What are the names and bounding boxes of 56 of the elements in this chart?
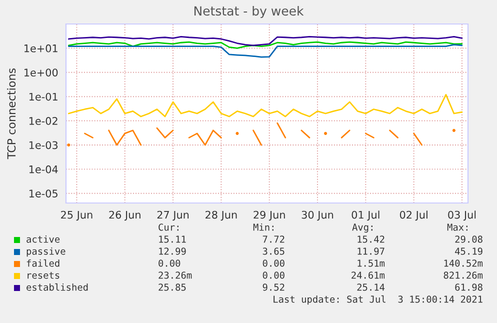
text: 9.52 bbox=[262, 284, 284, 291]
y-tick-label: 1e-01 bbox=[29, 92, 58, 101]
point bbox=[67, 143, 70, 147]
text: 0.00 bbox=[262, 260, 284, 267]
text: Avg: bbox=[352, 224, 372, 233]
point bbox=[452, 128, 456, 132]
point bbox=[236, 132, 239, 135]
legend-label: passive bbox=[26, 247, 66, 257]
chart-title: Netstat - by week bbox=[194, 6, 304, 18]
x-tick-label: 29 Jun bbox=[254, 210, 285, 221]
x-tick-label: 26 Jun bbox=[109, 210, 140, 221]
y-tick-label: 1e-03 bbox=[29, 141, 58, 150]
y-tick-label: 1e-05 bbox=[29, 190, 58, 198]
text: 23.26m bbox=[158, 272, 192, 279]
text: 0.00 bbox=[158, 260, 180, 267]
point bbox=[324, 132, 328, 135]
line-series bbox=[68, 44, 463, 58]
x-tick-label: 02 Jul bbox=[400, 210, 428, 221]
text: 1.51m bbox=[358, 260, 385, 267]
legend-label: active bbox=[26, 235, 60, 243]
y-tick-label: 1e+00 bbox=[24, 68, 58, 76]
y-tick-label: 1e-04 bbox=[29, 165, 58, 174]
line-series bbox=[68, 36, 463, 46]
x-tick-label: 01 Jul bbox=[352, 210, 380, 221]
text: 25.85 bbox=[158, 284, 186, 291]
text: 24.61m bbox=[352, 272, 385, 279]
line-series bbox=[68, 94, 463, 118]
legend-label: failed bbox=[26, 259, 60, 267]
x-tick-label: 27 Jun bbox=[157, 210, 189, 221]
legend-label: established bbox=[26, 283, 88, 291]
text: 3.65 bbox=[262, 248, 284, 255]
text: Min: bbox=[253, 223, 274, 231]
text: 0.00 bbox=[262, 272, 284, 279]
y-axis-title: TCP connections bbox=[7, 68, 16, 160]
y-tick-label: 1e+01 bbox=[24, 44, 58, 52]
line-series bbox=[68, 41, 463, 49]
x-tick-label: 03 Jul bbox=[448, 210, 476, 221]
text: 29.08 bbox=[455, 236, 482, 243]
text: 25.14 bbox=[357, 284, 385, 291]
x-tick-label: 28 Jun bbox=[206, 210, 237, 221]
text: Cur: bbox=[158, 224, 178, 231]
text: 12.99 bbox=[159, 248, 186, 255]
text: 45.19 bbox=[455, 248, 482, 255]
text: 15.42 bbox=[358, 236, 384, 243]
text: 821.26m bbox=[444, 272, 483, 279]
legend-label: resets bbox=[28, 272, 60, 279]
text: 140.52m bbox=[444, 260, 483, 267]
text: Last update: Sat Jul 3 15:00:14 2021 bbox=[274, 295, 482, 305]
y-tick-label: 1e-02 bbox=[29, 117, 58, 125]
text: 11.97 bbox=[358, 248, 384, 255]
text: Max: bbox=[447, 224, 468, 231]
x-tick-label: 30 Jun bbox=[302, 210, 334, 221]
text: 7.72 bbox=[262, 236, 284, 243]
text: 61.98 bbox=[455, 284, 482, 291]
x-tick-label: 25 Jun bbox=[61, 210, 92, 221]
text: 15.11 bbox=[159, 236, 186, 243]
